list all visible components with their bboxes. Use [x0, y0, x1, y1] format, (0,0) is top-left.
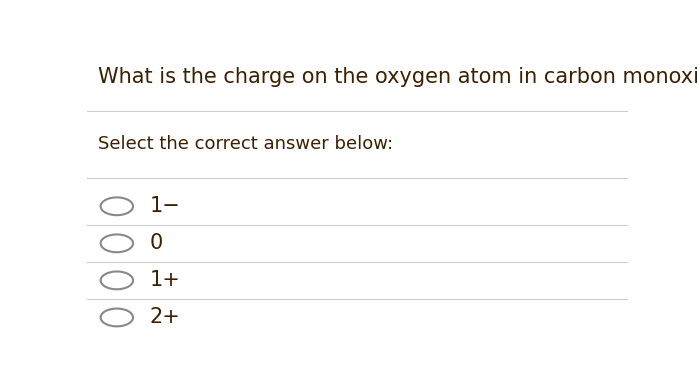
Text: What is the charge on the oxygen atom in carbon monoxide?: What is the charge on the oxygen atom in… [98, 67, 697, 87]
Text: 1+: 1+ [149, 270, 180, 290]
Text: 0: 0 [149, 233, 162, 253]
Text: Select the correct answer below:: Select the correct answer below: [98, 135, 393, 153]
Text: 2+: 2+ [149, 308, 180, 328]
Text: 1−: 1− [149, 196, 180, 216]
